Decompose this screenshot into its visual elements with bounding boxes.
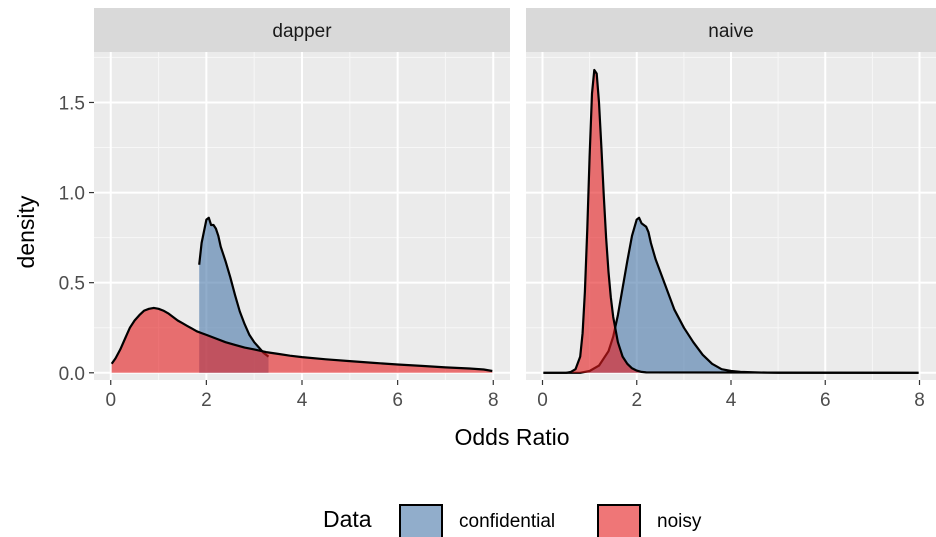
legend-label: noisy <box>657 511 702 532</box>
x-tick-label: 8 <box>488 390 499 411</box>
strip-label: dapper <box>272 21 332 42</box>
legend-key-noisy <box>596 503 642 537</box>
x-axis-title: Odds Ratio <box>454 424 569 450</box>
legend: Data confidential noisy <box>323 503 702 537</box>
density-area-confidential <box>543 217 919 373</box>
panel-dapper: dapper 0 2 4 6 8 <box>94 8 510 411</box>
density-area-confidential <box>199 217 269 373</box>
strip-background <box>94 8 510 52</box>
density-line-confidential <box>198 216 270 358</box>
facet-panels: dapper 0 2 4 6 8 naive 0 2 4 6 8 <box>94 8 936 411</box>
strip-background <box>526 8 936 52</box>
x-tick-label: 6 <box>392 390 403 411</box>
x-tick-label: 0 <box>105 390 116 411</box>
y-tick-label: 0.0 <box>59 364 85 385</box>
legend-label: confidential <box>459 511 555 532</box>
y-tick-label: 0.5 <box>59 274 85 295</box>
density-area-noisy <box>111 307 493 373</box>
legend-key-confidential <box>398 503 444 537</box>
x-tick-label: 2 <box>201 390 212 411</box>
x-tick-label: 6 <box>820 390 831 411</box>
strip-label: naive <box>708 21 753 42</box>
x-tick-label: 2 <box>631 390 642 411</box>
x-tick-label: 0 <box>537 390 548 411</box>
legend-title: Data <box>323 506 372 532</box>
y-axis: 0.0 0.5 1.0 1.5 <box>59 93 94 385</box>
x-tick-label: 8 <box>914 390 925 411</box>
panel-naive: naive 0 2 4 6 8 <box>526 8 936 411</box>
y-tick-label: 1.5 <box>59 93 85 114</box>
y-tick-label: 1.0 <box>59 184 85 205</box>
x-tick-label: 4 <box>297 390 308 411</box>
density-line-noisy <box>110 306 493 373</box>
legend-swatch <box>597 504 641 537</box>
y-axis-title: density <box>13 195 39 268</box>
legend-swatch <box>399 504 443 537</box>
x-tick-label: 4 <box>726 390 737 411</box>
density-line-noisy <box>543 68 919 374</box>
